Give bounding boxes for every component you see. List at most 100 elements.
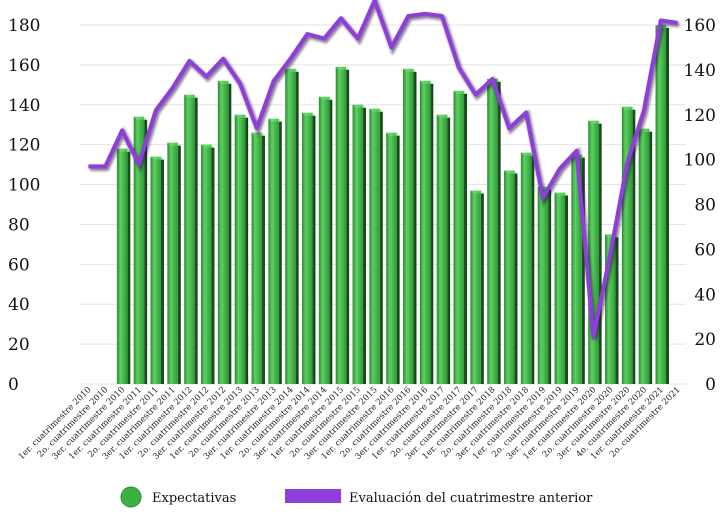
bar-face	[487, 78, 498, 384]
bar-face	[605, 234, 616, 384]
bar-side	[649, 131, 653, 384]
bar-side	[245, 117, 249, 384]
bar-top	[369, 108, 383, 112]
y-left-tick-label: 40	[8, 295, 30, 315]
y-right-tick-label: 160	[684, 16, 716, 36]
bar-side	[598, 123, 602, 384]
bar	[184, 94, 198, 385]
bar-top	[436, 114, 451, 118]
y-left-tick-label: 0	[8, 375, 19, 395]
bar-side	[177, 145, 181, 384]
bar-face	[453, 90, 464, 385]
bar	[403, 68, 417, 384]
bar-face	[436, 114, 448, 384]
bar	[150, 156, 164, 384]
bar-face	[369, 108, 380, 385]
bar-side	[379, 111, 383, 385]
bar	[470, 190, 484, 384]
bar-side	[144, 119, 148, 384]
y-left-tick-label: 140	[8, 96, 40, 116]
y-left-tick-label: 20	[8, 335, 30, 355]
bar	[217, 80, 232, 384]
bar-top	[504, 170, 518, 174]
bar	[318, 96, 333, 385]
bar-top	[386, 132, 400, 136]
bar-top	[419, 80, 434, 84]
bar-face	[268, 118, 279, 384]
bar-top	[133, 116, 148, 120]
bar-side	[312, 115, 316, 384]
bar-side	[160, 159, 164, 384]
bar-face	[251, 132, 262, 384]
legend-label-expectativas: Expectativas	[152, 491, 236, 506]
bar-top	[150, 156, 164, 160]
bar-face	[150, 156, 161, 384]
bar-face	[217, 80, 229, 384]
bar	[285, 68, 299, 384]
bar-face	[638, 128, 650, 384]
y-left-tick-label: 120	[8, 136, 40, 156]
bar	[302, 112, 316, 384]
bar-top	[167, 142, 181, 146]
y-left-tick-label: 80	[8, 215, 30, 235]
bar-side	[211, 147, 215, 384]
bar	[386, 132, 400, 384]
y-right-tick-label: 60	[694, 240, 716, 260]
bar-face	[621, 106, 633, 385]
bar-face	[588, 120, 599, 384]
bar-side	[413, 71, 417, 384]
bar-top	[318, 96, 333, 100]
bar	[453, 90, 467, 385]
y-right-tick-label: 40	[694, 285, 716, 305]
bar	[201, 144, 215, 384]
bar-side	[665, 28, 669, 384]
bar-top	[268, 118, 282, 122]
bar-top	[234, 114, 249, 118]
bar-face	[201, 144, 212, 384]
bar-face	[167, 142, 178, 384]
y-left-tick-label: 160	[8, 56, 40, 76]
bar-face	[470, 190, 481, 384]
bar	[352, 104, 366, 385]
bar-side	[581, 157, 585, 384]
bar-face	[133, 116, 145, 384]
bar-face	[655, 25, 666, 384]
bar	[167, 142, 181, 384]
bar-side	[497, 81, 501, 384]
bar-top	[520, 152, 535, 156]
y-right-tick-label: 140	[684, 61, 716, 81]
y-right-tick-label: 100	[684, 151, 716, 171]
legend: Expectativas Evaluación del cuatrimestre…	[120, 486, 593, 508]
bar-face	[504, 170, 515, 384]
bar	[234, 114, 249, 384]
bar	[116, 148, 131, 384]
bar-face	[554, 192, 565, 384]
bar-top	[335, 66, 350, 70]
bar	[436, 114, 451, 384]
bar	[335, 66, 350, 384]
right-y-axis: 0 20 40 60 80 100 120 140 160	[684, 16, 716, 395]
bar-face	[116, 148, 128, 384]
bar-side	[346, 69, 350, 384]
y-left-tick-label: 180	[8, 16, 40, 36]
bar-face	[352, 104, 363, 385]
y-right-tick-label: 0	[705, 375, 716, 395]
bar	[638, 128, 653, 384]
bar-side	[362, 107, 366, 385]
bar-side	[278, 121, 282, 384]
bar-side	[531, 155, 535, 384]
bar-face	[285, 68, 296, 384]
bar	[487, 78, 501, 384]
bar	[537, 186, 552, 384]
bar-top	[285, 68, 299, 72]
legend-marker-expectativas	[120, 486, 142, 508]
bar-top	[554, 192, 568, 196]
bar-side	[480, 193, 484, 384]
bar	[133, 116, 148, 384]
bar-side	[564, 195, 568, 384]
bar-top	[302, 112, 316, 116]
bar-face	[302, 112, 313, 384]
